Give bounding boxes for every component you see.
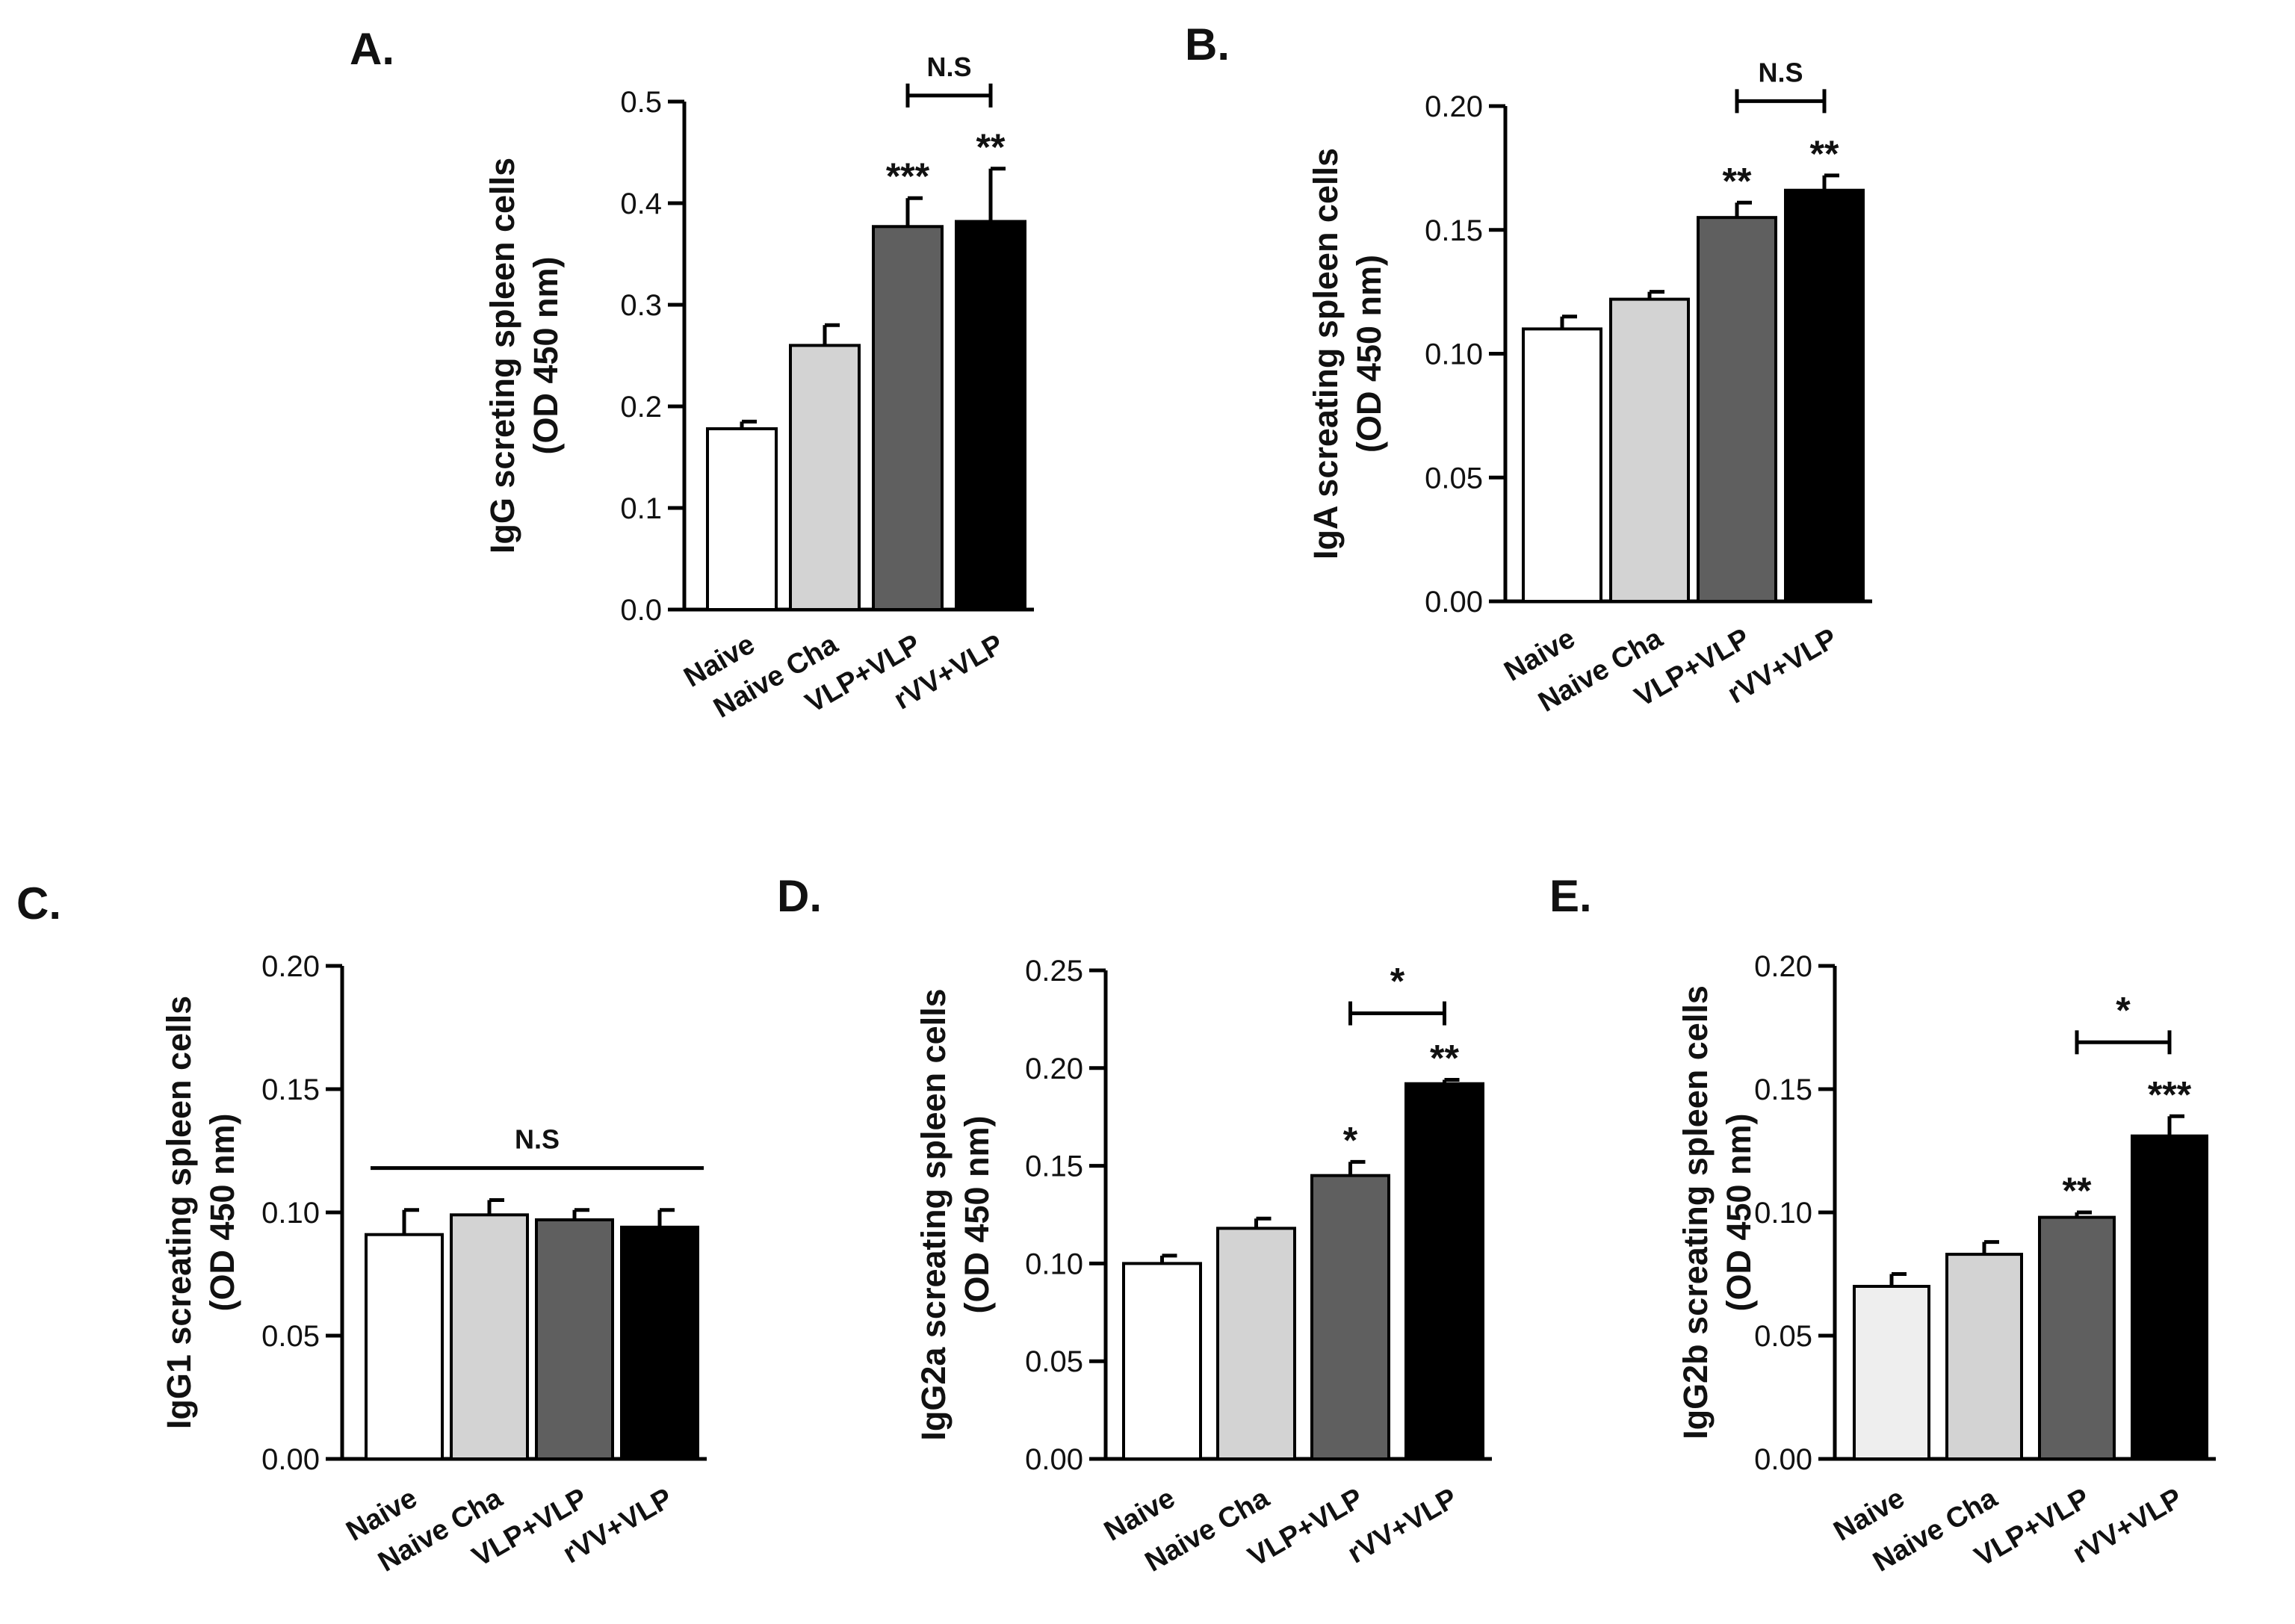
panel-a-y-tick-label: 0.5 (620, 86, 662, 119)
panel-a-y-tick-label: 0.1 (620, 492, 662, 525)
panel-c-bar (535, 1218, 614, 1461)
panel-e-y-tick-label: 0.10 (1754, 1197, 1812, 1230)
panel-d-y-tick-label: 0.20 (1025, 1053, 1083, 1085)
panel-a-y-tick-label: 0.2 (620, 391, 662, 424)
panel-b-y-tick-label: 0.05 (1425, 462, 1483, 495)
panel-e-bar (1853, 1285, 1930, 1460)
panel-b-y-axis-title: (OD 450 nm) (1350, 255, 1388, 453)
panel-d-bar (1310, 1174, 1390, 1461)
panel-c-bar (450, 1213, 529, 1461)
panel-c-y-tick-label: 0.10 (261, 1197, 320, 1230)
panel-d-y-tick-label: 0.25 (1025, 955, 1083, 988)
panel-d-bar (1122, 1262, 1202, 1461)
panel-b-significance: ** (1723, 160, 1752, 202)
panel-d: D. 0.00 0.05 0.10 0.15 0.20 0.25 IgG2a screatin… (777, 871, 1492, 1578)
panel-d-y-tick-label: 0.10 (1025, 1248, 1083, 1280)
panel-e-y-axis-title: IgG2b screating spleen cells (1676, 985, 1715, 1439)
panel-e-y-tick-label: 0.05 (1754, 1320, 1812, 1353)
panel-b-bar (1697, 216, 1777, 603)
panel-b-y-tick-label: 0.00 (1425, 586, 1483, 619)
panel-e-bar (1945, 1253, 2023, 1460)
panel-b-letter: B. (1185, 19, 1230, 69)
panel-d-y-axis-title: (OD 450 nm) (958, 1115, 996, 1313)
panel-d-y-axis-title: IgG2a screating spleen cells (914, 988, 953, 1440)
panel-c-bracket-label: N.S (515, 1124, 560, 1155)
panel-b-bar (1784, 188, 1865, 603)
panel-a-y-axis-title: IgG screting spleen cells (483, 158, 521, 554)
panel-d-significance: * (1343, 1119, 1358, 1161)
panel-e-y-axis-title: (OD 450 nm) (1720, 1113, 1758, 1311)
panel-a-significance: *** (886, 155, 930, 197)
panel-e-letter: E. (1549, 871, 1592, 921)
panel-d-y-tick-label: 0.15 (1025, 1150, 1083, 1183)
panel-e-y-tick-label: 0.15 (1754, 1073, 1812, 1106)
panel-a-bar (955, 220, 1026, 612)
panel-e-y-tick-label: 0.20 (1754, 950, 1812, 983)
panel-c-letter: C. (16, 878, 61, 929)
panel-a-bracket-label: N.S (926, 52, 971, 82)
panel-c-y-tick-label: 0.15 (261, 1073, 320, 1106)
panel-c: C. 0.00 0.05 0.10 0.15 0.20 IgG1 screating spl… (16, 878, 707, 1578)
panel-a-y-tick-label: 0.3 (620, 289, 662, 322)
panel-a-bar (872, 225, 944, 611)
panel-e-bar (2131, 1134, 2208, 1460)
panel-a-y-tick-label: 0.0 (620, 594, 662, 627)
panel-c-y-axis-title: IgG1 screating spleen cells (160, 996, 198, 1429)
panel-b-y-tick-label: 0.10 (1425, 338, 1483, 371)
panel-b-bracket-label: N.S (1758, 57, 1803, 87)
panel-d-y-tick-label: 0.00 (1025, 1443, 1083, 1476)
panel-b-bar (1522, 327, 1602, 603)
panel-b-bar (1609, 297, 1690, 603)
panel-e-significance: *** (2148, 1073, 2192, 1115)
panel-b-significance: ** (1810, 133, 1839, 175)
panel-d-bar (1216, 1227, 1296, 1460)
panel-d-letter: D. (777, 871, 822, 921)
panel-e-y-tick-label: 0.00 (1754, 1443, 1812, 1476)
panel-b-y-axis-title: IgA screating spleen cells (1307, 148, 1345, 560)
panel-a-bar (706, 427, 778, 611)
panel-e-bar (2038, 1215, 2116, 1460)
panel-a-letter: A. (350, 24, 394, 74)
panel-d-category-label: rVV+VLP (1342, 1482, 1463, 1569)
panel-a-significance: ** (976, 126, 1006, 168)
panel-d-y-tick-label: 0.05 (1025, 1345, 1083, 1378)
panel-b-y-tick-label: 0.15 (1425, 214, 1483, 247)
panel-e-significance: ** (2063, 1170, 2092, 1212)
panel-a-bar (789, 344, 861, 611)
panel-c-y-tick-label: 0.20 (261, 950, 320, 983)
panel-c-y-tick-label: 0.05 (261, 1320, 320, 1353)
panel-d-significance: ** (1430, 1037, 1459, 1079)
panel-b: B. 0.00 0.05 0.10 0.15 0.20 IgA screating sple… (1185, 19, 1872, 719)
panel-d-bracket-label: * (1390, 961, 1405, 1002)
panel-e-bracket-label: * (2116, 989, 2131, 1031)
panel-a-y-axis-title: (OD 450 nm) (527, 256, 565, 454)
panel-d-bar (1404, 1082, 1484, 1461)
panel-a-y-tick-label: 0.4 (620, 187, 662, 220)
panel-c-bar (620, 1225, 699, 1461)
panel-c-y-tick-label: 0.00 (261, 1443, 320, 1476)
panel-c-bar (365, 1233, 444, 1460)
panel-e: E. 0.00 0.05 0.10 0.15 0.20 IgG2b screating sp… (1549, 871, 2216, 1578)
panel-a: A. 0.0 0.1 0.2 0.3 0.4 0.5 IgG screting spleen … (350, 24, 1034, 725)
panel-b-y-tick-label: 0.20 (1425, 90, 1483, 123)
panel-c-y-axis-title: (OD 450 nm) (203, 1113, 241, 1311)
